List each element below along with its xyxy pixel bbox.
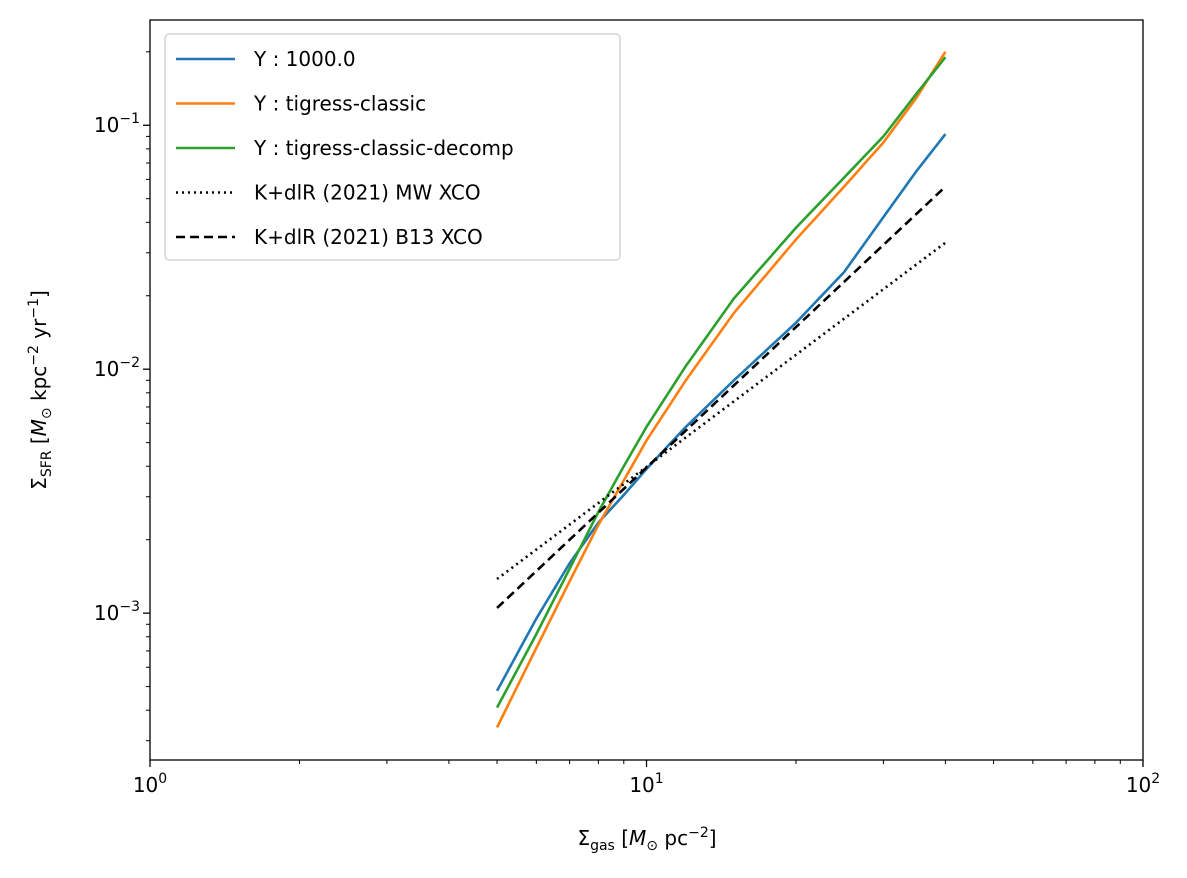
legend-label-4: K+dlR (2021) B13 XCO bbox=[254, 225, 483, 249]
legend-label-0: Y : 1000.0 bbox=[253, 47, 356, 71]
x-axis-label-sigma: Σ bbox=[577, 826, 590, 850]
series-line-0 bbox=[495, 133, 947, 692]
plot-frame bbox=[149, 19, 1144, 761]
legend-label-2: Y : tigress-classic-decomp bbox=[253, 136, 514, 160]
y-axis-label: ΣSFR [M⊙ kpc−2 yr−1] bbox=[26, 290, 55, 490]
series-line-4 bbox=[496, 185, 947, 609]
x-tick-label: 102 bbox=[1126, 771, 1160, 797]
y-axis-label-mass: M bbox=[27, 419, 51, 436]
y-tick-label: 10−2 bbox=[94, 355, 140, 381]
x-axis-label-close: ] bbox=[709, 826, 717, 850]
x-axis-label: Σgas [M⊙ pc−2] bbox=[577, 825, 716, 854]
y-axis-label-close: ] bbox=[27, 290, 51, 298]
y-axis-label-yr: yr bbox=[27, 318, 51, 345]
x-axis-label-unit: pc bbox=[658, 826, 688, 850]
minor-ticks bbox=[146, 51, 1121, 764]
major-ticks: 100 101 102 10−3 10−2 10−1 bbox=[94, 111, 1160, 797]
series-line-2 bbox=[495, 56, 947, 709]
y-axis-label-unit: kpc bbox=[27, 366, 51, 408]
series-lines bbox=[495, 51, 947, 728]
y-axis-label-sigma: Σ bbox=[27, 477, 51, 490]
y-axis-label-sub: SFR bbox=[39, 450, 55, 477]
series-line-1 bbox=[495, 51, 947, 728]
x-axis-label-sun: ⊙ bbox=[646, 838, 658, 854]
x-tick-label: 101 bbox=[629, 771, 663, 797]
legend-box bbox=[164, 33, 621, 261]
legend-label-1: Y : tigress-classic bbox=[253, 92, 426, 116]
x-axis-label-open: [ bbox=[615, 826, 629, 850]
y-tick-label: 10−1 bbox=[94, 111, 140, 137]
legend-label-3: K+dlR (2021) MW XCO bbox=[254, 181, 481, 205]
y-axis-label-exp2: −1 bbox=[26, 298, 42, 319]
x-axis-label-mass: M bbox=[629, 826, 646, 850]
y-tick-label: 10−3 bbox=[94, 599, 140, 625]
x-axis-label-exp: −2 bbox=[688, 825, 709, 841]
y-axis-label-exp: −2 bbox=[26, 345, 42, 366]
x-axis-label-sub: gas bbox=[590, 838, 615, 854]
y-axis-label-open: [ bbox=[27, 436, 51, 450]
y-axis-label-sun: ⊙ bbox=[39, 407, 55, 419]
x-tick-label: 100 bbox=[133, 771, 167, 797]
legend: Y : 1000.0 Y : tigress-classic Y : tigress… bbox=[164, 33, 621, 261]
